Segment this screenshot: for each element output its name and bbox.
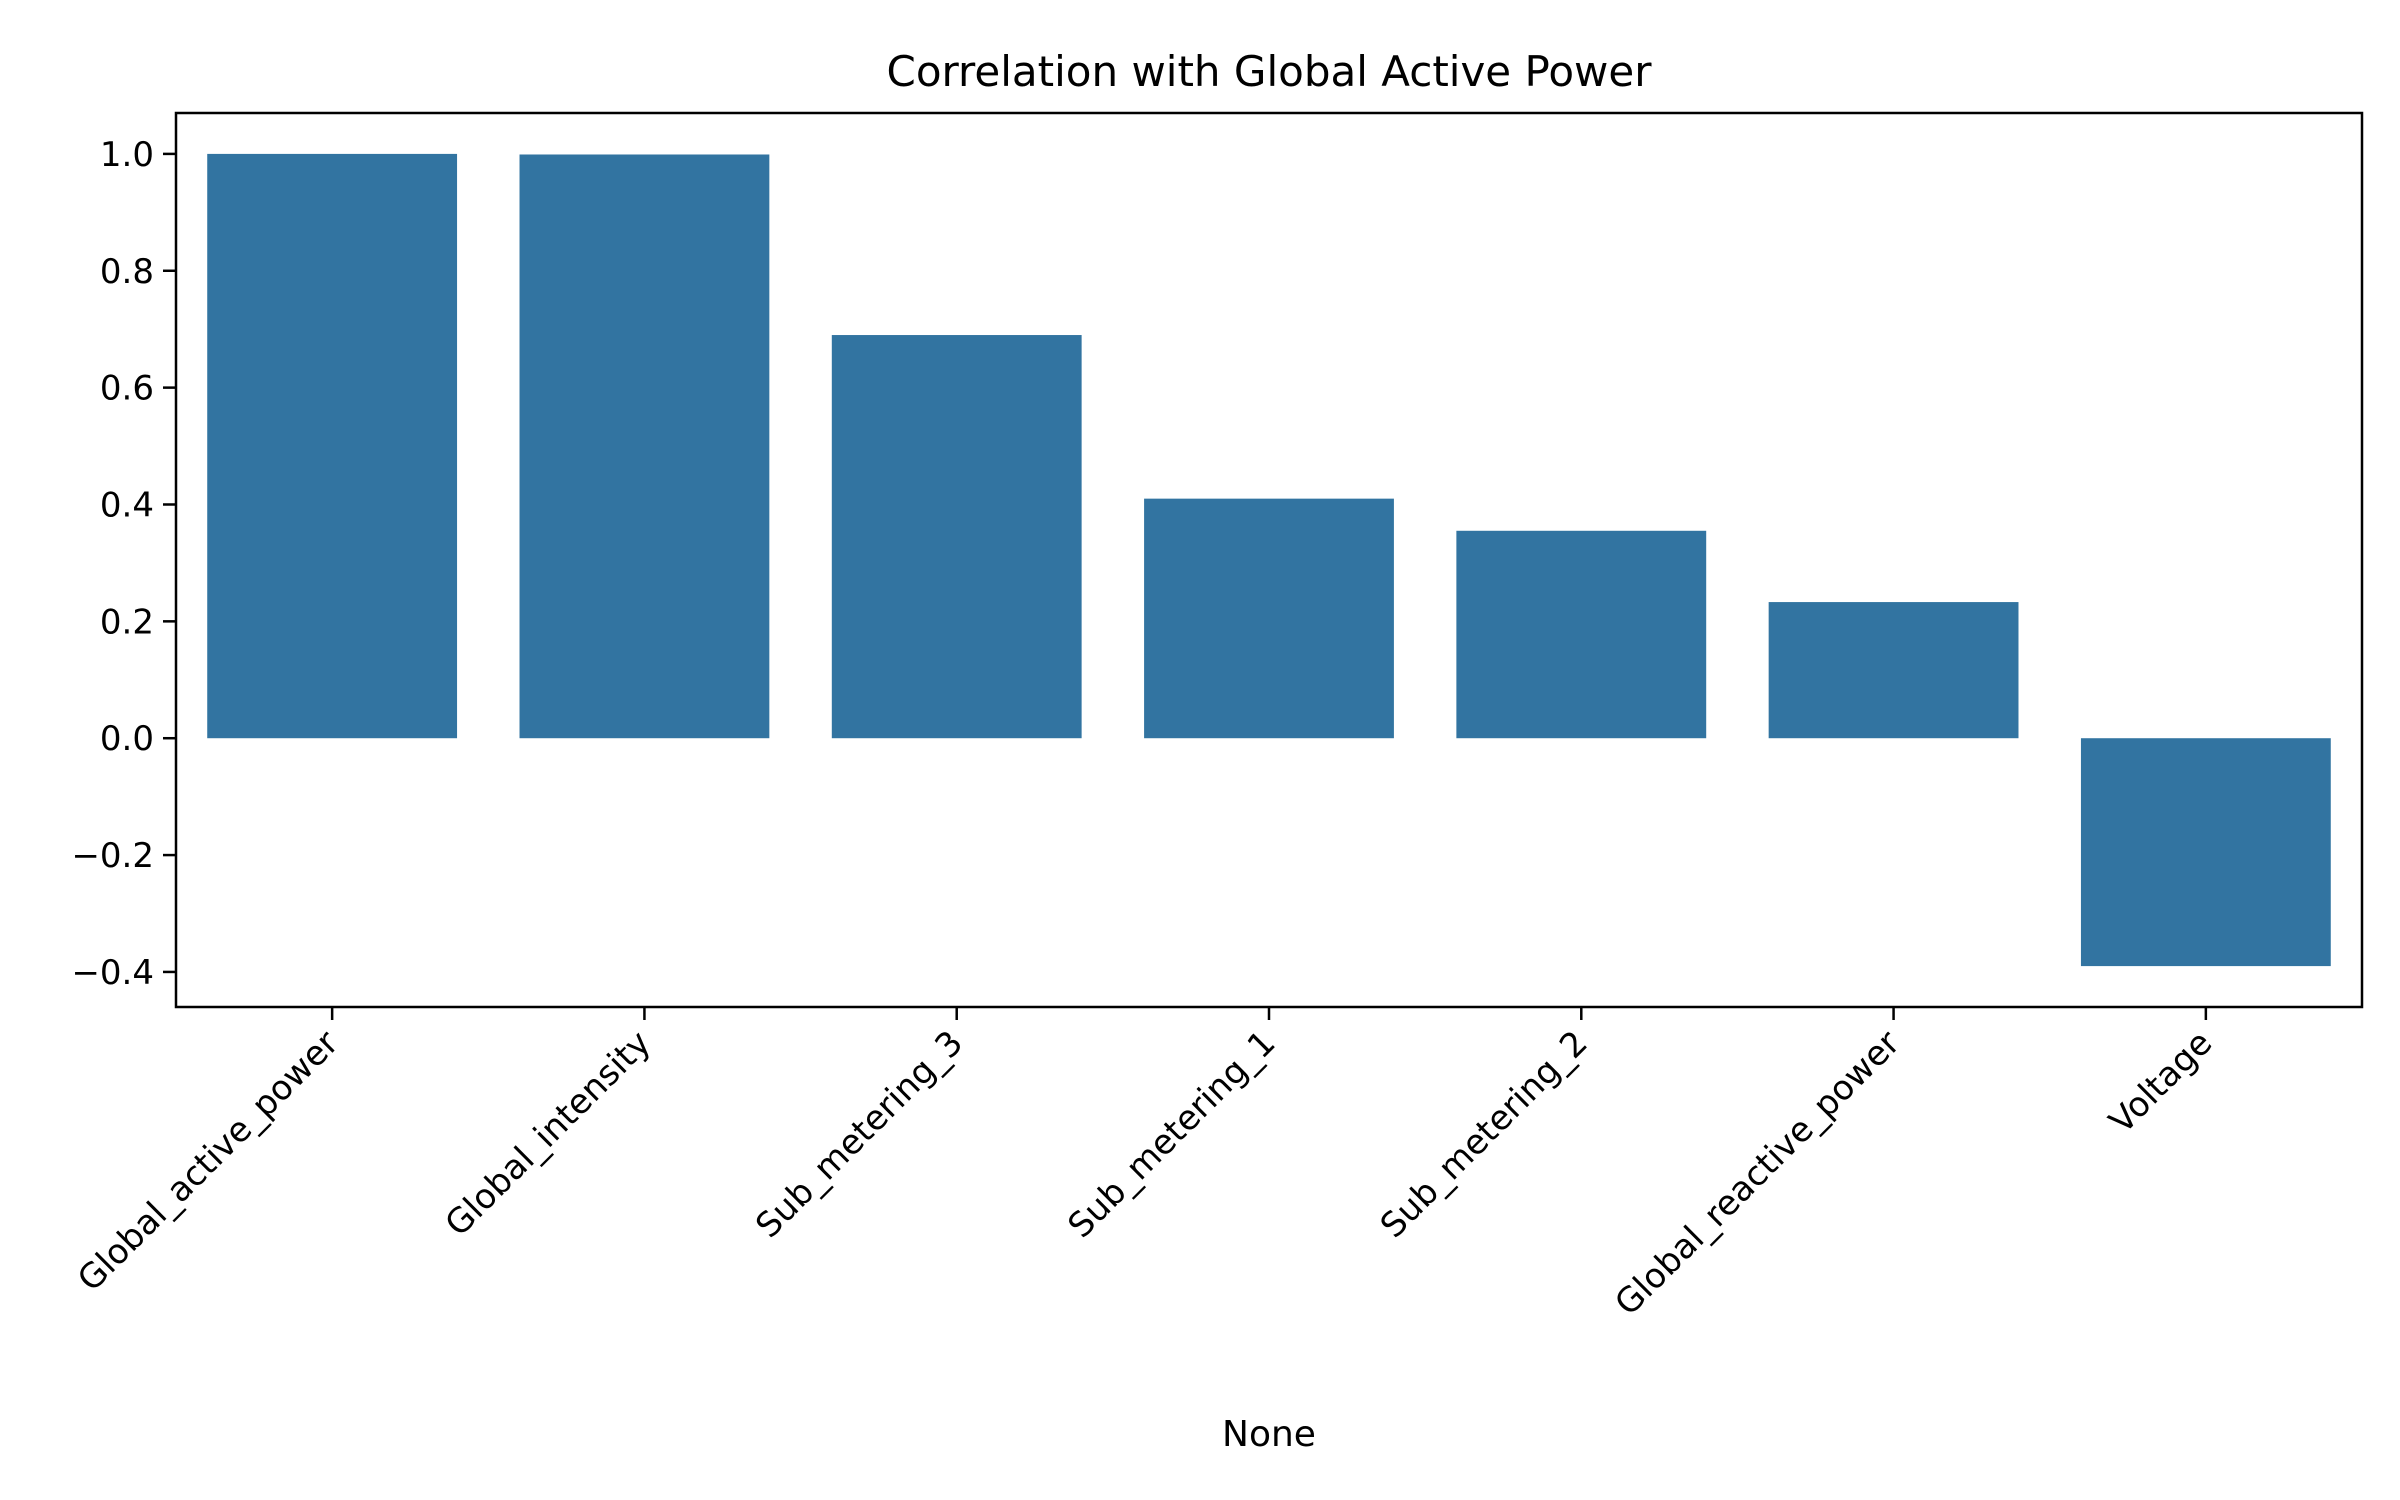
bar (207, 153, 458, 739)
x-tick-label: Global_active_power (70, 1023, 346, 1299)
x-tick-label: Global_reactive_power (1607, 1023, 1908, 1324)
bar (831, 335, 1082, 739)
x-tick-label: Global_intensity (438, 1023, 659, 1244)
y-axis: −0.4 −0.2 0.0 0.2 0.4 0.6 0.8 1.0 (71, 135, 176, 993)
bar (519, 154, 770, 739)
y-tick-label: −0.2 (71, 836, 154, 876)
x-tick-label: Voltage (2102, 1023, 2220, 1141)
y-tick-label: 0.4 (100, 485, 154, 525)
bars-group (207, 153, 2331, 967)
y-tick-label: 0.2 (100, 602, 154, 642)
y-tick-label: 0.0 (100, 719, 154, 759)
y-tick-label: 0.8 (100, 252, 154, 292)
x-tick-label: Sub_metering_2 (1373, 1023, 1596, 1246)
y-tick-label: 1.0 (100, 135, 154, 175)
bar (1456, 530, 1707, 739)
bar (2080, 738, 2331, 967)
plot-frame (174, 111, 2364, 1009)
bar (1144, 498, 1394, 739)
y-tick-label: 0.6 (100, 369, 154, 409)
bar (1768, 602, 2019, 739)
x-axis-label: None (1222, 1414, 1316, 1455)
chart-title: Correlation with Global Active Power (887, 47, 1653, 96)
x-tick-label: Sub_metering_3 (748, 1023, 971, 1246)
y-tick-label: −0.4 (71, 953, 154, 993)
x-axis: Global_active_power Global_intensity Sub_m… (70, 1007, 2220, 1324)
x-tick-label: Sub_metering_1 (1060, 1023, 1283, 1246)
